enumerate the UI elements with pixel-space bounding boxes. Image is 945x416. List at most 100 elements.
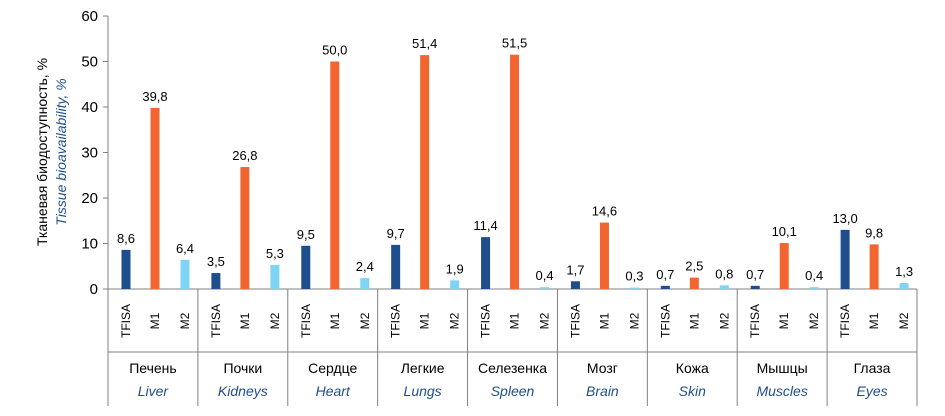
group-label-en: Muscles (756, 383, 807, 399)
subcategory-label: M1 (418, 312, 432, 329)
bar (391, 244, 401, 289)
group-label-ru: Селезенка (478, 360, 547, 376)
bar (599, 222, 609, 289)
group-label-ru: Кожа (676, 360, 709, 376)
data-label: 39,8 (142, 89, 167, 104)
subcategory-label: M2 (358, 312, 372, 329)
y-tick-label: 0 (90, 281, 98, 298)
data-label: 26,8 (232, 148, 257, 163)
data-label: 1,9 (446, 261, 464, 276)
bar (450, 280, 460, 289)
data-label: 5,3 (266, 246, 284, 261)
data-label: 11,4 (473, 218, 497, 233)
group-label-ru: Печень (129, 360, 177, 376)
group-label-ru: Мышцы (757, 360, 808, 376)
bar (899, 283, 909, 289)
data-label: 51,4 (412, 36, 437, 51)
subcategory-label: M1 (687, 312, 701, 329)
group-label-ru: Почки (223, 360, 262, 376)
y-axis-title: Тканевая биодоступность, % (34, 58, 50, 246)
bar (240, 167, 250, 289)
data-label: 0,4 (536, 268, 554, 283)
data-label: 2,5 (685, 259, 703, 274)
y-tick-label: 20 (81, 190, 98, 207)
data-label: 0,7 (746, 267, 764, 282)
data-label: 1,3 (895, 264, 913, 279)
bar (150, 107, 160, 289)
data-label: 0,4 (805, 268, 823, 283)
data-label: 51,5 (502, 36, 527, 51)
group-label-en: Kidneys (218, 383, 268, 399)
bar (510, 54, 520, 289)
bar (360, 278, 370, 289)
data-label: 9,5 (297, 227, 315, 242)
bar (330, 61, 340, 289)
subcategory-label: M1 (238, 312, 252, 329)
bar (540, 287, 550, 289)
group-label-ru: Мозг (587, 360, 618, 376)
data-label: 14,6 (592, 204, 617, 219)
bar (270, 264, 280, 289)
group-label-en: Skin (679, 383, 706, 399)
group-label-en: Heart (316, 383, 351, 399)
bar (121, 249, 131, 289)
bar (420, 55, 430, 289)
bar (570, 281, 580, 289)
subcategory-label: M1 (148, 312, 162, 329)
subcategory-label: M2 (538, 312, 552, 329)
bar (779, 243, 789, 289)
y-tick-label: 50 (81, 54, 98, 71)
subcategory-label: M1 (597, 312, 611, 329)
y-tick-label: 30 (81, 145, 98, 162)
group-label-en: Eyes (856, 383, 887, 399)
group-label-ru: Легкие (401, 360, 445, 376)
data-label: 9,8 (865, 225, 883, 240)
subcategory-label: TFISA (658, 304, 672, 338)
subcategory-label: TFISA (568, 304, 582, 338)
subcategory-label: TFISA (209, 304, 223, 338)
group-label-en: Liver (138, 383, 170, 399)
bar (809, 287, 819, 289)
group-label-ru: Глаза (854, 360, 891, 376)
subcategory-label: M2 (178, 312, 192, 329)
bar (180, 259, 190, 289)
data-label: 10,1 (772, 224, 797, 239)
subcategory-label: TFISA (299, 304, 313, 338)
bar (719, 285, 729, 289)
bar (689, 277, 699, 289)
data-label: 13,0 (832, 211, 857, 226)
bar (301, 245, 311, 289)
subcategory-label: M2 (897, 312, 911, 329)
data-label: 1,7 (566, 262, 584, 277)
subcategory-label: M2 (268, 312, 282, 329)
subcategory-label: M2 (807, 312, 821, 329)
bar (750, 285, 760, 289)
data-label: 2,4 (356, 259, 374, 274)
subcategory-label: M1 (508, 312, 522, 329)
group-label-ru: Сердце (308, 360, 357, 376)
data-label: 0,3 (625, 269, 643, 284)
y-tick-label: 10 (81, 236, 98, 253)
subcategory-label: M1 (328, 312, 342, 329)
data-label: 6,4 (176, 241, 194, 256)
subcategory-label: M1 (867, 312, 881, 329)
data-label: 0,7 (656, 267, 674, 282)
subcategory-label: TFISA (748, 304, 762, 338)
bar (869, 244, 879, 289)
data-label: 0,8 (715, 266, 733, 281)
subcategory-label: TFISA (119, 304, 133, 338)
data-label: 8,6 (117, 231, 135, 246)
subcategory-label: TFISA (389, 304, 403, 338)
bar (211, 273, 221, 289)
subcategory-label: M2 (717, 312, 731, 329)
data-label: 9,7 (387, 226, 405, 241)
group-label-en: Spleen (491, 383, 535, 399)
bar (840, 229, 850, 289)
y-axis-title-en: Tissue bioavailability, % (53, 78, 69, 225)
data-label: 3,5 (207, 254, 225, 269)
group-label-en: Brain (586, 383, 619, 399)
group-label-en: Lungs (404, 383, 442, 399)
subcategory-label: TFISA (838, 304, 852, 338)
subcategory-label: M2 (627, 312, 641, 329)
